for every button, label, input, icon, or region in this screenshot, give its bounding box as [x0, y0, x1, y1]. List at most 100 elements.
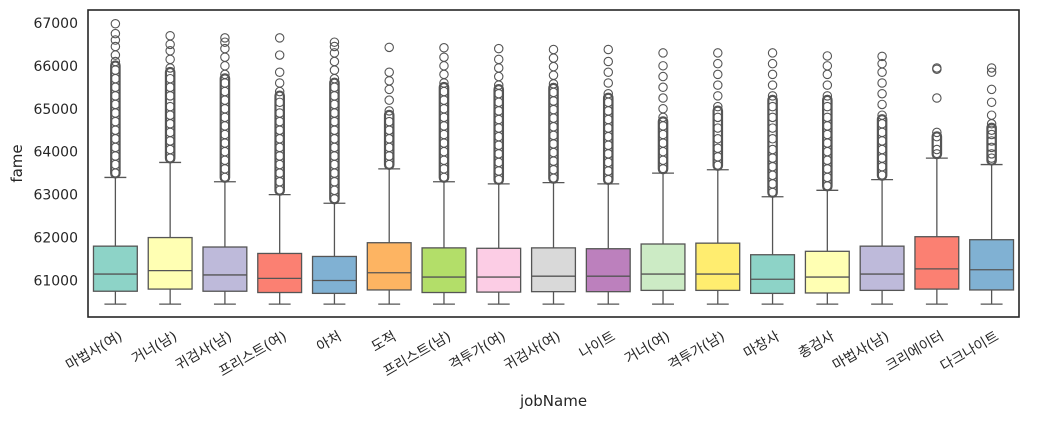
plot-frame	[87, 9, 1020, 318]
outlier-point	[220, 155, 230, 166]
box-group	[969, 63, 1015, 305]
outlier-point	[713, 134, 723, 144]
outlier-point	[877, 88, 887, 99]
outlier-cluster	[438, 81, 450, 183]
outlier-point	[877, 153, 887, 163]
outlier-cluster	[110, 60, 121, 179]
outlier-point	[329, 134, 340, 144]
outlier-point	[329, 159, 340, 170]
outlier-point	[220, 121, 230, 131]
outlier-point	[603, 67, 614, 78]
outlier-point	[603, 140, 614, 151]
outlier-point	[603, 44, 614, 55]
x-tick-label: 마창사	[741, 329, 783, 362]
outlier-point	[877, 51, 887, 62]
outlier-point	[110, 151, 121, 161]
outlier-point	[658, 121, 668, 131]
outlier-point	[439, 164, 449, 174]
outlier-point	[767, 123, 778, 133]
outlier-point	[548, 87, 559, 98]
outlier-point	[220, 95, 230, 105]
outlier-point	[548, 70, 559, 81]
outlier-point	[274, 78, 285, 88]
outlier-point	[274, 125, 285, 135]
outlier-point	[165, 54, 175, 65]
outlier-point	[713, 80, 723, 90]
y-tick-label: 67000	[33, 16, 78, 32]
outlier-point	[986, 67, 997, 78]
outlier-point	[439, 69, 449, 80]
box-iqr	[421, 247, 467, 294]
box-iqr	[695, 242, 741, 292]
outlier-point	[493, 149, 504, 159]
outlier-point	[493, 54, 504, 65]
outlier-point	[220, 52, 230, 62]
outlier-point	[877, 127, 887, 138]
box-group	[476, 43, 522, 305]
outlier-point	[329, 151, 340, 161]
outlier-point	[493, 88, 504, 99]
box-group	[640, 48, 686, 305]
outlier-point	[713, 112, 723, 123]
box-iqr	[914, 236, 960, 290]
outlier-point	[220, 138, 230, 148]
outlier-point	[658, 155, 668, 166]
outlier-point	[493, 63, 504, 73]
outlier-point	[329, 125, 340, 135]
outlier-point	[548, 147, 559, 158]
outlier-point	[658, 93, 668, 103]
outlier-point	[110, 73, 121, 84]
outlier-point	[439, 61, 449, 71]
box-group	[92, 18, 138, 305]
outlier-point	[439, 52, 449, 62]
outlier-point	[384, 106, 394, 116]
outlier-point	[329, 108, 340, 118]
outlier-point	[932, 63, 942, 73]
y-tick-label: 61000	[33, 274, 78, 290]
outlier-point	[329, 168, 340, 178]
outlier-cluster	[931, 131, 943, 160]
outlier-point	[767, 170, 778, 181]
outlier-point	[877, 78, 887, 88]
outlier-point	[274, 116, 285, 127]
outlier-cluster	[876, 114, 888, 181]
outlier-point	[329, 116, 340, 127]
outlier-point	[220, 86, 230, 97]
outlier-point	[877, 58, 887, 69]
outlier-point	[822, 80, 833, 90]
outlier-point	[274, 176, 285, 187]
outlier-point	[767, 80, 778, 90]
outlier-point	[274, 67, 285, 78]
box-iqr	[311, 255, 357, 295]
outlier-point	[603, 149, 614, 159]
outlier-point	[329, 37, 340, 47]
box-iqr	[750, 254, 796, 295]
outlier-point	[658, 61, 668, 71]
y-tick-label: 66000	[33, 59, 78, 75]
outlier-point	[220, 43, 230, 54]
outlier-point	[822, 146, 833, 157]
outlier-point	[274, 151, 285, 161]
outlier-point	[603, 97, 614, 108]
outlier-point	[877, 161, 887, 172]
outlier-point	[384, 67, 394, 78]
outlier-point	[603, 106, 614, 116]
outlier-point	[329, 185, 340, 196]
outlier-point	[493, 71, 504, 82]
outlier-cluster	[383, 109, 395, 170]
outlier-point	[384, 76, 394, 86]
outlier-point	[110, 108, 121, 118]
outlier-point	[767, 58, 778, 69]
outlier-point	[165, 91, 175, 101]
outlier-point	[165, 101, 175, 112]
box-iqr	[859, 245, 905, 292]
outlier-point	[822, 51, 833, 61]
outlier-point	[274, 142, 285, 153]
outlier-point	[548, 96, 559, 106]
box-group	[202, 33, 248, 305]
outlier-point	[493, 131, 504, 142]
outlier-point	[110, 35, 121, 45]
y-tick-label: 65000	[33, 102, 78, 118]
outlier-point	[110, 99, 121, 110]
y-axis: 61000 62000 63000 64000 65000 66000 67000	[33, 16, 78, 290]
